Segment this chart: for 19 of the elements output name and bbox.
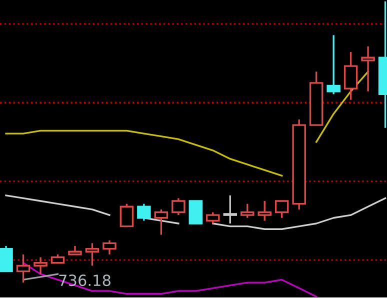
candlestick <box>223 194 237 224</box>
candlestick <box>34 256 48 275</box>
candlestick <box>154 208 168 236</box>
candlestick <box>240 202 254 219</box>
candlestick <box>361 46 375 92</box>
annotation: 736.18 <box>59 274 110 286</box>
candlestick <box>188 200 203 224</box>
candlestick <box>258 200 272 222</box>
candlestick <box>85 242 100 267</box>
candlestick <box>102 240 116 256</box>
candlestick <box>172 197 186 216</box>
candlestick <box>16 254 30 284</box>
candlestick <box>206 211 220 224</box>
candlestick <box>137 202 151 222</box>
candlestick <box>120 202 134 228</box>
candlestick <box>326 34 340 96</box>
candlestick <box>0 245 13 272</box>
candlestick <box>274 200 289 219</box>
candlestick <box>344 51 358 101</box>
